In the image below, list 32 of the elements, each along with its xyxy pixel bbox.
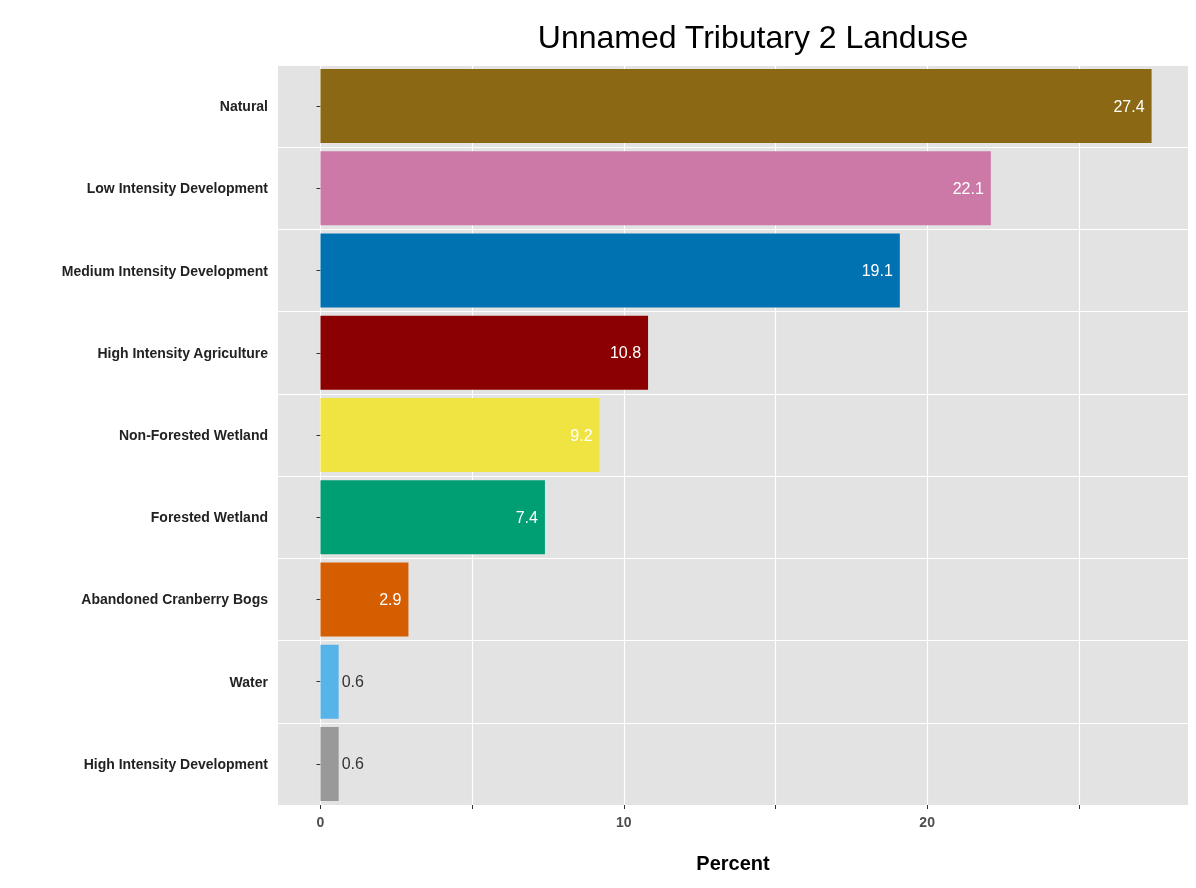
y-tick-label: Non-Forested Wetland <box>118 427 268 443</box>
data-label: 9.2 <box>570 426 593 444</box>
bar <box>320 398 600 472</box>
y-tick-label: Low Intensity Development <box>86 180 269 197</box>
bar <box>320 644 339 719</box>
data-label: 19.1 <box>861 262 893 280</box>
data-label: 0.6 <box>341 673 365 691</box>
bar <box>320 69 1152 144</box>
data-label: 22.1 <box>952 179 984 197</box>
bar <box>320 726 339 801</box>
y-tick-label: Water <box>229 673 269 690</box>
bar <box>320 562 409 637</box>
x-tick-label: 10 <box>616 814 632 830</box>
bar <box>320 151 991 226</box>
x-tick-label: 0 <box>316 814 325 830</box>
y-tick-label: High Intensity Development <box>83 755 269 772</box>
y-tick-label: Forested Wetland <box>150 509 268 526</box>
y-tick-label: High Intensity Agriculture <box>97 344 269 361</box>
data-label: 27.4 <box>1113 97 1145 115</box>
x-axis-title: Percent <box>696 852 771 874</box>
data-label: 10.8 <box>609 344 642 362</box>
y-tick-label: Abandoned Cranberry Bogs <box>81 591 269 608</box>
y-tick-label: Medium Intensity Development <box>61 262 269 279</box>
data-label: 0.6 <box>341 755 365 773</box>
data-label: 2.9 <box>379 590 402 608</box>
bar <box>320 315 649 390</box>
x-tick-label: 20 <box>919 814 936 830</box>
bar <box>320 233 900 308</box>
y-tick-label: Natural <box>219 98 268 115</box>
chart-title: Unnamed Tributary 2 Landuse <box>537 19 969 55</box>
data-label: 7.4 <box>515 508 539 526</box>
bar <box>320 480 545 555</box>
